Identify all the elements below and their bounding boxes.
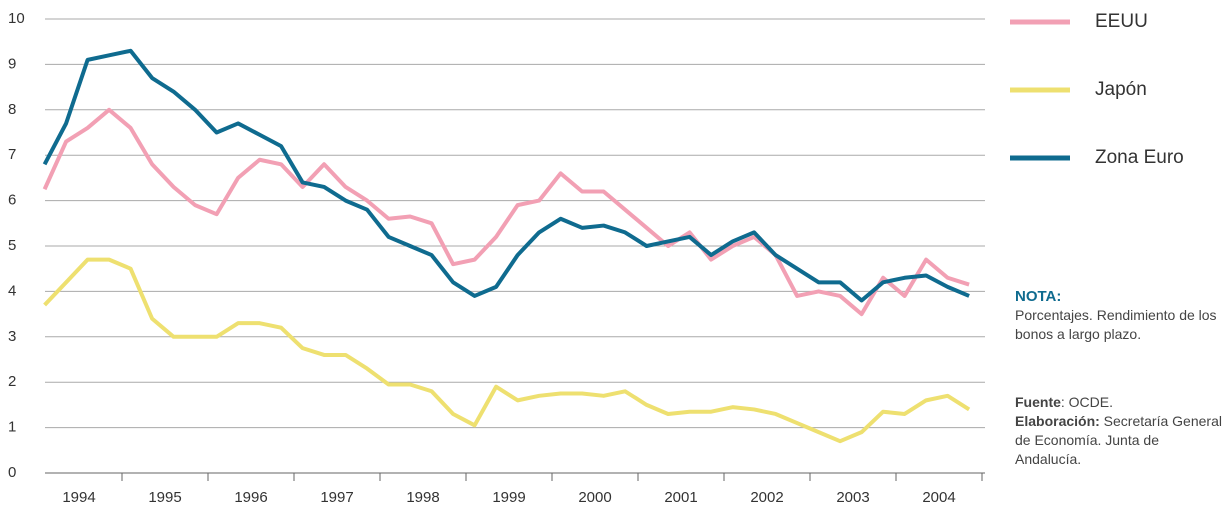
y-tick-label: 9 <box>8 55 16 72</box>
y-tick-label: 4 <box>8 282 16 299</box>
y-tick-label: 1 <box>8 419 16 436</box>
note-title: NOTA: <box>1015 288 1062 305</box>
y-tick-label: 8 <box>8 101 16 118</box>
y-tick-label: 10 <box>8 10 25 27</box>
x-tick-label: 1999 <box>492 489 525 506</box>
x-tick-label: 1996 <box>234 489 267 506</box>
y-tick-label: 6 <box>8 192 16 209</box>
x-tick-label: 2002 <box>750 489 783 506</box>
x-tick-label: 1998 <box>406 489 439 506</box>
source: Fuente: OCDE. Elaboración: Secretaría Ge… <box>1015 393 1227 469</box>
y-tick-label: 2 <box>8 373 16 390</box>
series-line <box>43 257 971 444</box>
series-line <box>42 107 970 317</box>
x-tick-label: 2000 <box>578 489 611 506</box>
x-tick-label: 2003 <box>836 489 869 506</box>
series-line <box>42 48 970 303</box>
x-tick-label: 2001 <box>664 489 697 506</box>
legend-label: Zona Euro <box>1095 147 1184 168</box>
legend-label: Japón <box>1095 79 1147 100</box>
y-tick-label: 5 <box>8 237 16 254</box>
x-tick-label: 1997 <box>320 489 353 506</box>
y-tick-label: 3 <box>8 328 16 345</box>
legend-label: EEUU <box>1095 11 1148 32</box>
note: NOTA: Porcentajes. Rendimiento de los bo… <box>1015 287 1227 344</box>
credit-label: Elaboración: <box>1015 413 1100 429</box>
note-text: Porcentajes. Rendimiento de los bonos a … <box>1015 307 1217 342</box>
source-label: Fuente <box>1015 394 1061 410</box>
x-tick-label: 1994 <box>62 489 95 506</box>
y-tick-label: 7 <box>8 146 16 163</box>
credit-text: Secretaría General de Economía. Junta de… <box>1015 413 1222 467</box>
x-tick-label: 2004 <box>922 489 955 506</box>
y-tick-label: 0 <box>8 464 16 481</box>
x-tick-label: 1995 <box>148 489 181 506</box>
source-text: : OCDE. <box>1060 394 1114 410</box>
